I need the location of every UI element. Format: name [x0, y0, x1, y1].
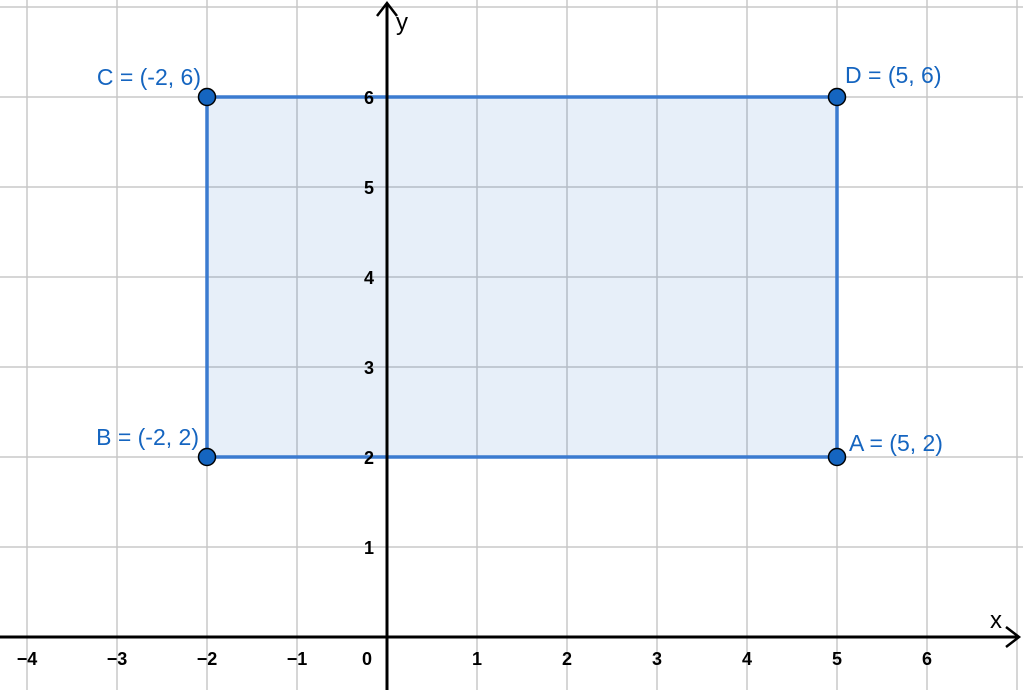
point-label-b: B = (-2, 2): [96, 424, 199, 450]
y-tick-label: 5: [364, 178, 374, 198]
point-label-d: D = (5, 6): [845, 62, 942, 88]
x-axis-arrow-icon: [1005, 626, 1022, 648]
x-tick-label: 4: [742, 649, 752, 669]
point-label-c: C = (-2, 6): [97, 64, 201, 90]
y-tick-label: 1: [364, 538, 374, 558]
y-axis-arrow-icon: [376, 0, 398, 17]
point-label-a: A = (5, 2): [849, 430, 943, 456]
y-tick-label: 6: [364, 88, 374, 108]
x-tick-label: 1: [472, 649, 482, 669]
x-tick-label: −4: [17, 649, 38, 669]
y-tick-label: 2: [364, 448, 374, 468]
x-tick-label: −2: [197, 649, 218, 669]
x-tick-label: 2: [562, 649, 572, 669]
point-b[interactable]: [197, 447, 217, 467]
point-a[interactable]: [827, 447, 847, 467]
y-axis-label: y: [396, 9, 408, 36]
tick-labels: −4 −3 −2 −1 1 2 3 4 5 6 1 2 3 4 5 6: [17, 88, 932, 669]
x-axis-label: x: [990, 607, 1002, 634]
x-tick-label: −1: [287, 649, 308, 669]
point-d[interactable]: [827, 87, 847, 107]
origin-label: 0: [362, 649, 372, 669]
point-c[interactable]: [197, 87, 217, 107]
x-tick-label: −3: [107, 649, 128, 669]
x-tick-label: 5: [832, 649, 842, 669]
rectangle-abcd[interactable]: [205, 95, 839, 459]
y-tick-label: 4: [364, 268, 374, 288]
x-tick-label: 3: [652, 649, 662, 669]
points: A = (5, 2) B = (-2, 2) C = (-2, 6) D = (5, …: [96, 62, 943, 467]
x-tick-label: 6: [922, 649, 932, 669]
y-tick-label: 3: [364, 358, 374, 378]
